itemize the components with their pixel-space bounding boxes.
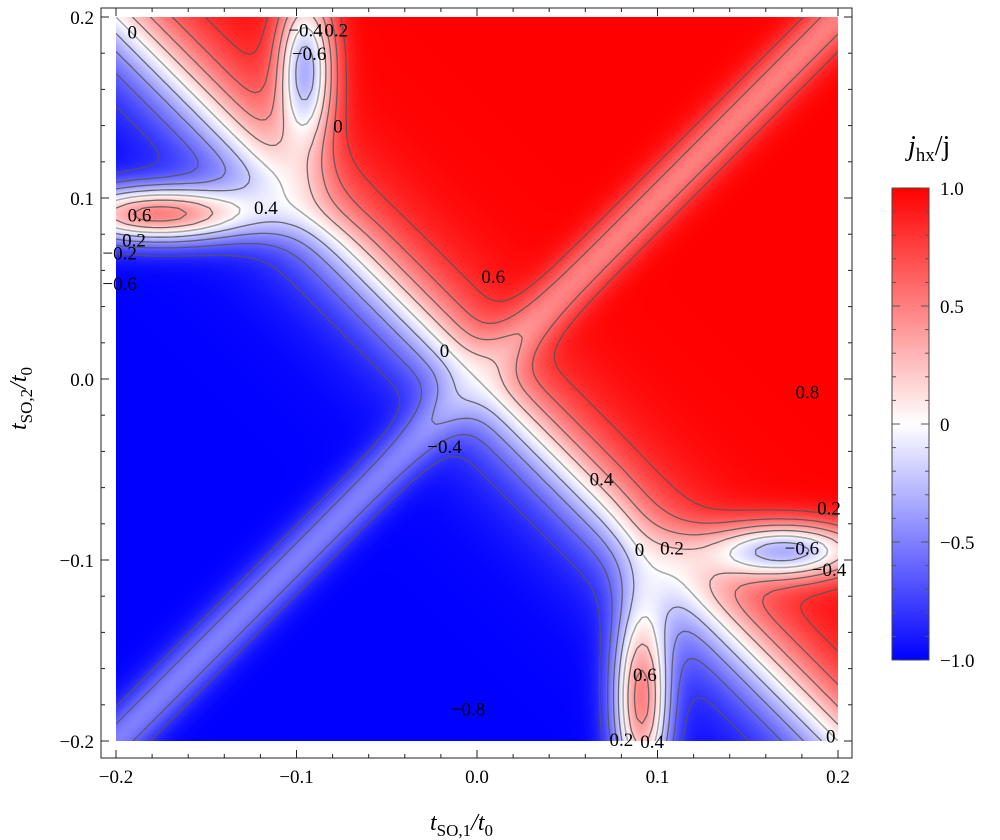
y-axis-label-sub: SO,2 — [17, 389, 36, 423]
x-tick-label: 0.2 — [826, 767, 850, 788]
contour-line — [116, 73, 783, 741]
contour-label: 0.2 — [817, 499, 841, 520]
colorbar-title-sub: hx — [916, 145, 936, 166]
colorbar-tick-label: 1.0 — [940, 179, 964, 200]
colorbar-ticks: 1.0 0.5 0 −0.5 −1.0 — [892, 179, 974, 672]
x-axis-label: tSO,1/t0 — [430, 810, 493, 840]
contour-line — [116, 17, 838, 741]
contour-label: 0 — [826, 727, 836, 748]
x-tick-label: −0.2 — [99, 767, 133, 788]
contour-lines — [116, 17, 838, 741]
colorbar-title-rest: /j — [935, 131, 951, 162]
y-tick-label: 0.1 — [70, 189, 94, 210]
y-axis-label: tSO,2/t0 — [6, 367, 36, 430]
contour-label: −0.4 — [288, 21, 323, 42]
contour-label: 0.8 — [795, 383, 819, 404]
colorbar-title-main: j — [905, 131, 916, 162]
contour-label: 0.2 — [122, 231, 146, 252]
contour-label: 0.4 — [590, 470, 614, 491]
contour-label: 0.6 — [633, 665, 657, 686]
contour-line — [204, 17, 838, 652]
y-axis-label-main: t — [6, 422, 32, 430]
y-tick-label: −0.1 — [60, 551, 94, 572]
contour-label: 0.2 — [660, 538, 684, 559]
contour-label: −0.2 — [102, 243, 136, 264]
contour-label: 0.6 — [128, 205, 152, 226]
contour-label: −0.6 — [292, 44, 326, 65]
contour-label: 0 — [635, 540, 645, 561]
x-axis-label-sub: SO,1 — [437, 821, 471, 840]
colorbar-tick-label: 0 — [940, 415, 950, 436]
contour-label: 0 — [127, 22, 137, 43]
contour-label: 0 — [440, 341, 450, 362]
colorbar-tick-label: 0.5 — [940, 297, 964, 318]
y-axis-label-rest: /t — [6, 374, 32, 391]
y-tick-label: −0.2 — [60, 732, 94, 753]
x-axis-label-sub2: 0 — [485, 821, 494, 840]
x-tick-label: −0.1 — [279, 767, 313, 788]
colorbar-title: jhx/j — [905, 131, 950, 166]
y-tick-label: 0.0 — [70, 370, 94, 391]
colorbar-tick-label: −0.5 — [940, 533, 974, 554]
contour-label: −0.4 — [427, 437, 462, 458]
contour-line — [116, 17, 838, 741]
contour-label: −0.4 — [812, 560, 847, 581]
x-tick-label: 0.1 — [646, 767, 670, 788]
x-tick-label: 0.0 — [465, 767, 489, 788]
contour-line — [116, 33, 822, 741]
contour-label: 0.4 — [640, 732, 664, 753]
y-tick-label: 0.2 — [70, 8, 94, 29]
colorbar-tick-label: −1.0 — [940, 651, 974, 672]
axis-ticks: −0.2 −0.1 0.0 0.1 0.2−0.2−0.10.00.10.2 — [60, 8, 852, 788]
contour-label: 0.6 — [481, 267, 505, 288]
x-axis-label-rest: /t — [469, 810, 486, 836]
contour-label: 0.4 — [254, 198, 278, 219]
contour-line — [116, 106, 750, 741]
x-axis-label-main: t — [430, 810, 438, 836]
contour-label: 0.2 — [610, 730, 634, 751]
contour-label: 0 — [333, 117, 343, 138]
contour-line — [132, 17, 838, 725]
y-axis-label-sub2: 0 — [17, 367, 36, 376]
contour-label: −0.6 — [785, 538, 819, 559]
contour-label: −0.6 — [102, 274, 136, 295]
contour-label: 0.2 — [324, 21, 348, 42]
contour-label-group: 0 −0.4 0.2−0.600.6 0.40.2−0.2−0.6 0.600.8−0.… — [102, 21, 846, 753]
contour-label: −0.8 — [451, 699, 485, 720]
contour-line — [171, 17, 838, 685]
contour-line — [116, 51, 805, 741]
